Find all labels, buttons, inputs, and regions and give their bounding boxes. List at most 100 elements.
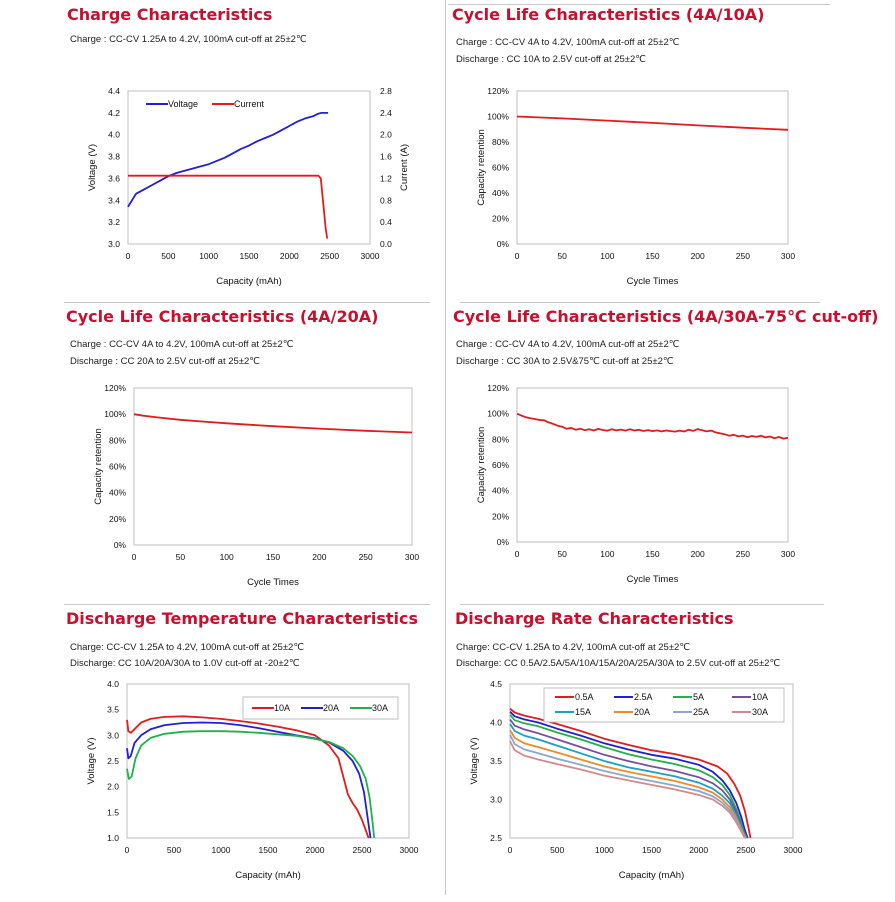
panel-title: Cycle Life Characteristics (4A/10A)	[452, 5, 765, 24]
x-tick-label: 250	[359, 552, 373, 562]
x-axis-label: Capacity (mAh)	[235, 870, 300, 881]
y2-tick-label: 2.0	[380, 130, 392, 140]
x-tick-label: 200	[312, 552, 326, 562]
chart-cycle-30a: 0% 20% 40% 60% 80% 100% 120% 0 50 100 150 200 250 300…	[476, 383, 795, 585]
chart-cycle-10a: 0% 20% 40% 60% 80% 100% 120% 0 50 100 150 200 250 300…	[476, 86, 795, 287]
y-tick-label: 3.8	[108, 152, 120, 162]
x-axis-label: Cycle Times	[627, 276, 679, 287]
discharge-note: Discharge : CC 30A to 2.5V&75℃ cut-off a…	[456, 356, 674, 367]
x-tick-label: 3000	[400, 845, 419, 855]
series-line-30a	[126, 730, 376, 839]
discharge-note: Discharge: CC 0.5A/2.5A/5A/10A/15A/20A/2…	[456, 658, 781, 669]
charge-note: Charge : CC-CV 4A to 4.2V, 100mA cut-off…	[456, 339, 680, 350]
plot-area	[126, 683, 410, 839]
plot-area	[516, 387, 789, 543]
y-tick-label: 2.5	[107, 756, 119, 766]
y-tick-label: 0%	[497, 239, 510, 249]
y-tick-label: 3.4	[108, 195, 120, 205]
x-tick-label: 50	[557, 251, 567, 261]
x-tick-label: 0	[132, 552, 137, 562]
plot-area	[133, 387, 413, 546]
y-tick-label: 0%	[497, 537, 510, 547]
discharge-note: Discharge : CC 10A to 2.5V cut-off at 25…	[456, 54, 646, 65]
chart-discharge-temp: 1.0 1.5 2.0 2.5 3.0 3.5 4.0 0 500 1000 1500 2000 250…	[86, 679, 419, 881]
x-tick-label: 500	[550, 845, 564, 855]
legend-label: 10A	[752, 692, 768, 702]
divider-row1-left	[64, 302, 430, 303]
x-tick-label: 0	[125, 845, 130, 855]
x-tick-label: 2500	[736, 845, 755, 855]
legend-label: Voltage	[168, 99, 198, 109]
y-tick-label: 2.0	[107, 782, 119, 792]
chart-cycle-20a: 0% 20% 40% 60% 80% 100% 120% 0 50 100 150 200 250 300…	[93, 383, 419, 588]
x-tick-label: 3000	[361, 251, 380, 261]
panel-title: Cycle Life Characteristics (4A/20A)	[66, 307, 379, 326]
series-line-5a	[509, 714, 748, 839]
y2-tick-label: 2.8	[380, 86, 392, 96]
x-tick-label: 150	[645, 549, 659, 559]
y-axis-label: Voltage (V)	[86, 738, 97, 785]
y-tick-label: 20%	[492, 511, 509, 521]
plot-area	[509, 683, 794, 839]
panel-cycle-30a: Cycle Life Characteristics (4A/30A-75℃ c…	[447, 302, 894, 600]
y-tick-label: 20%	[492, 214, 509, 224]
legend-label: 20A	[323, 703, 339, 713]
series-line-capacity-retention	[133, 413, 413, 434]
vertical-divider	[445, 0, 446, 895]
x-tick-label: 50	[557, 549, 567, 559]
legend: 10A 20A 30A	[242, 696, 399, 720]
legend-label: 0.5A	[575, 692, 594, 702]
x-tick-label: 1000	[199, 251, 218, 261]
y-tick-label: 60%	[492, 163, 509, 173]
x-tick-label: 150	[266, 552, 280, 562]
x-tick-label: 2500	[320, 251, 339, 261]
series-line-current	[128, 174, 329, 239]
y-tick-label: 2.5	[490, 833, 502, 843]
legend-label: 30A	[752, 707, 768, 717]
x-tick-label: 0	[515, 549, 520, 559]
x-tick-label: 500	[167, 845, 181, 855]
y-tick-label: 1.0	[107, 833, 119, 843]
y-tick-label: 80%	[492, 434, 509, 444]
x-tick-label: 2000	[280, 251, 299, 261]
top-divider	[448, 4, 830, 5]
charge-note: Charge : CC-CV 4A to 4.2V, 100mA cut-off…	[456, 37, 680, 48]
series-line-voltage	[127, 112, 329, 208]
y-tick-label: 3.0	[108, 239, 120, 249]
y-tick-label: 4.2	[108, 108, 120, 118]
x-tick-label: 1500	[642, 845, 661, 855]
legend-label: 2.5A	[634, 692, 653, 702]
legend-box	[543, 687, 785, 723]
legend-label: 10A	[274, 703, 290, 713]
x-tick-label: 0	[508, 845, 513, 855]
chart-charge: 3.0 3.2 3.4 3.6 3.8 4.0 4.2 4.4 0 500 1000 1500 2000…	[87, 86, 410, 287]
y-tick-label: 60%	[109, 462, 126, 472]
y-tick-label: 3.6	[108, 173, 120, 183]
y-tick-label: 120%	[104, 383, 126, 393]
series-line-10a	[509, 718, 747, 839]
x-tick-label: 100	[600, 251, 614, 261]
x-tick-label: 200	[691, 549, 705, 559]
x-tick-label: 1000	[595, 845, 614, 855]
y-axis-label: Capacity retention	[476, 427, 487, 504]
y-tick-label: 3.2	[108, 217, 120, 227]
panel-cycle-10a: Cycle Life Characteristics (4A/10A) Char…	[447, 0, 894, 298]
series-line-20a	[126, 721, 372, 839]
y-tick-label: 4.0	[490, 718, 502, 728]
x-tick-label: 300	[781, 251, 795, 261]
x-tick-label: 250	[736, 549, 750, 559]
y-tick-label: 1.5	[107, 807, 119, 817]
x-axis-label: Cycle Times	[627, 574, 679, 585]
discharge-note: Discharge : CC 20A to 2.5V cut-off at 25…	[70, 356, 260, 367]
charge-note: Charge : CC-CV 1.25A to 4.2V, 100mA cut-…	[70, 34, 307, 45]
panel-title: Cycle Life Characteristics (4A/30A-75℃ c…	[453, 307, 879, 326]
y2-tick-label: 0.4	[380, 217, 392, 227]
y-axis-label: Voltage (V)	[469, 738, 480, 785]
series-line-capacity-retention	[516, 115, 789, 131]
y-axis-label: Capacity retention	[476, 129, 487, 206]
x-tick-label: 0	[126, 251, 131, 261]
x-tick-label: 300	[781, 549, 795, 559]
y-tick-label: 4.5	[490, 679, 502, 689]
y-tick-label: 3.5	[107, 705, 119, 715]
x-tick-label: 1500	[259, 845, 278, 855]
